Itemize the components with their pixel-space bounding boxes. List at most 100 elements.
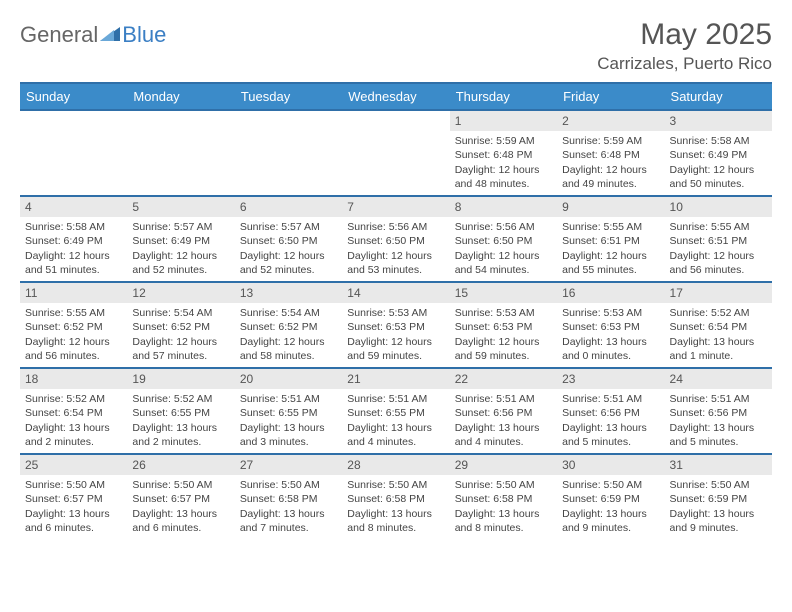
day-daylight2: and 8 minutes. [347, 521, 444, 535]
day-cell: 16Sunrise: 5:53 AMSunset: 6:53 PMDayligh… [557, 283, 664, 367]
day-daylight1: Daylight: 13 hours [347, 507, 444, 521]
day-daylight2: and 56 minutes. [670, 263, 767, 277]
day-number: 8 [450, 197, 557, 217]
day-body: Sunrise: 5:52 AMSunset: 6:54 PMDaylight:… [20, 389, 127, 453]
day-daylight2: and 9 minutes. [670, 521, 767, 535]
day-number: 12 [127, 283, 234, 303]
week-row: 11Sunrise: 5:55 AMSunset: 6:52 PMDayligh… [20, 281, 772, 367]
day-number: 1 [450, 111, 557, 131]
day-sunset: Sunset: 6:54 PM [25, 406, 122, 420]
day-daylight1: Daylight: 12 hours [455, 249, 552, 263]
day-header-wed: Wednesday [342, 84, 449, 109]
day-daylight1: Daylight: 13 hours [455, 507, 552, 521]
day-body: Sunrise: 5:56 AMSunset: 6:50 PMDaylight:… [450, 217, 557, 281]
day-cell: 29Sunrise: 5:50 AMSunset: 6:58 PMDayligh… [450, 455, 557, 539]
day-sunset: Sunset: 6:57 PM [25, 492, 122, 506]
day-body: Sunrise: 5:51 AMSunset: 6:56 PMDaylight:… [665, 389, 772, 453]
day-sunset: Sunset: 6:59 PM [562, 492, 659, 506]
day-body: Sunrise: 5:53 AMSunset: 6:53 PMDaylight:… [557, 303, 664, 367]
day-cell: 20Sunrise: 5:51 AMSunset: 6:55 PMDayligh… [235, 369, 342, 453]
day-number: 21 [342, 369, 449, 389]
day-daylight2: and 52 minutes. [240, 263, 337, 277]
day-sunset: Sunset: 6:53 PM [562, 320, 659, 334]
day-daylight2: and 5 minutes. [670, 435, 767, 449]
day-number: 29 [450, 455, 557, 475]
day-daylight1: Daylight: 13 hours [25, 421, 122, 435]
day-daylight1: Daylight: 12 hours [347, 335, 444, 349]
day-sunrise: Sunrise: 5:50 AM [562, 478, 659, 492]
day-sunset: Sunset: 6:50 PM [240, 234, 337, 248]
day-daylight1: Daylight: 13 hours [25, 507, 122, 521]
day-daylight2: and 57 minutes. [132, 349, 229, 363]
day-number: 9 [557, 197, 664, 217]
day-cell: 15Sunrise: 5:53 AMSunset: 6:53 PMDayligh… [450, 283, 557, 367]
day-number: 7 [342, 197, 449, 217]
day-daylight2: and 58 minutes. [240, 349, 337, 363]
day-sunset: Sunset: 6:49 PM [25, 234, 122, 248]
day-number: 26 [127, 455, 234, 475]
day-daylight2: and 2 minutes. [25, 435, 122, 449]
day-cell: 14Sunrise: 5:53 AMSunset: 6:53 PMDayligh… [342, 283, 449, 367]
day-number: 27 [235, 455, 342, 475]
day-daylight1: Daylight: 13 hours [562, 507, 659, 521]
day-body: Sunrise: 5:53 AMSunset: 6:53 PMDaylight:… [450, 303, 557, 367]
day-daylight2: and 7 minutes. [240, 521, 337, 535]
day-sunset: Sunset: 6:56 PM [455, 406, 552, 420]
day-body: Sunrise: 5:52 AMSunset: 6:54 PMDaylight:… [665, 303, 772, 367]
day-daylight1: Daylight: 12 hours [240, 249, 337, 263]
day-number: 6 [235, 197, 342, 217]
day-cell: 6Sunrise: 5:57 AMSunset: 6:50 PMDaylight… [235, 197, 342, 281]
day-daylight1: Daylight: 12 hours [455, 163, 552, 177]
day-sunrise: Sunrise: 5:52 AM [670, 306, 767, 320]
day-cell: 27Sunrise: 5:50 AMSunset: 6:58 PMDayligh… [235, 455, 342, 539]
day-number: 20 [235, 369, 342, 389]
day-sunset: Sunset: 6:53 PM [455, 320, 552, 334]
day-cell: 23Sunrise: 5:51 AMSunset: 6:56 PMDayligh… [557, 369, 664, 453]
day-body: Sunrise: 5:50 AMSunset: 6:59 PMDaylight:… [557, 475, 664, 539]
day-number: 2 [557, 111, 664, 131]
day-cell: 18Sunrise: 5:52 AMSunset: 6:54 PMDayligh… [20, 369, 127, 453]
day-sunrise: Sunrise: 5:57 AM [132, 220, 229, 234]
day-daylight2: and 0 minutes. [562, 349, 659, 363]
day-daylight1: Daylight: 13 hours [347, 421, 444, 435]
day-body: Sunrise: 5:51 AMSunset: 6:55 PMDaylight:… [342, 389, 449, 453]
day-sunrise: Sunrise: 5:59 AM [455, 134, 552, 148]
day-cell: 22Sunrise: 5:51 AMSunset: 6:56 PMDayligh… [450, 369, 557, 453]
day-daylight2: and 53 minutes. [347, 263, 444, 277]
day-daylight1: Daylight: 12 hours [25, 335, 122, 349]
day-daylight2: and 55 minutes. [562, 263, 659, 277]
day-sunrise: Sunrise: 5:51 AM [347, 392, 444, 406]
day-sunrise: Sunrise: 5:54 AM [240, 306, 337, 320]
day-header-fri: Friday [557, 84, 664, 109]
day-daylight1: Daylight: 13 hours [562, 335, 659, 349]
day-cell [127, 111, 234, 195]
day-number: 16 [557, 283, 664, 303]
day-sunrise: Sunrise: 5:50 AM [455, 478, 552, 492]
day-header-thu: Thursday [450, 84, 557, 109]
day-number: 28 [342, 455, 449, 475]
day-daylight2: and 6 minutes. [25, 521, 122, 535]
day-number: 19 [127, 369, 234, 389]
day-daylight2: and 59 minutes. [347, 349, 444, 363]
day-cell: 28Sunrise: 5:50 AMSunset: 6:58 PMDayligh… [342, 455, 449, 539]
day-number: 17 [665, 283, 772, 303]
day-cell: 1Sunrise: 5:59 AMSunset: 6:48 PMDaylight… [450, 111, 557, 195]
day-daylight1: Daylight: 12 hours [132, 335, 229, 349]
day-sunset: Sunset: 6:51 PM [670, 234, 767, 248]
day-sunrise: Sunrise: 5:55 AM [670, 220, 767, 234]
day-sunset: Sunset: 6:54 PM [670, 320, 767, 334]
day-body: Sunrise: 5:50 AMSunset: 6:59 PMDaylight:… [665, 475, 772, 539]
day-sunset: Sunset: 6:58 PM [347, 492, 444, 506]
header: General Blue May 2025 Carrizales, Puerto… [20, 18, 772, 74]
day-number: 25 [20, 455, 127, 475]
day-sunrise: Sunrise: 5:53 AM [562, 306, 659, 320]
logo-text-blue: Blue [122, 22, 166, 48]
day-daylight2: and 49 minutes. [562, 177, 659, 191]
day-cell: 26Sunrise: 5:50 AMSunset: 6:57 PMDayligh… [127, 455, 234, 539]
day-header-row: Sunday Monday Tuesday Wednesday Thursday… [20, 84, 772, 109]
day-sunset: Sunset: 6:57 PM [132, 492, 229, 506]
day-header-sun: Sunday [20, 84, 127, 109]
day-cell: 5Sunrise: 5:57 AMSunset: 6:49 PMDaylight… [127, 197, 234, 281]
day-sunset: Sunset: 6:50 PM [455, 234, 552, 248]
logo-text-general: General [20, 22, 98, 48]
